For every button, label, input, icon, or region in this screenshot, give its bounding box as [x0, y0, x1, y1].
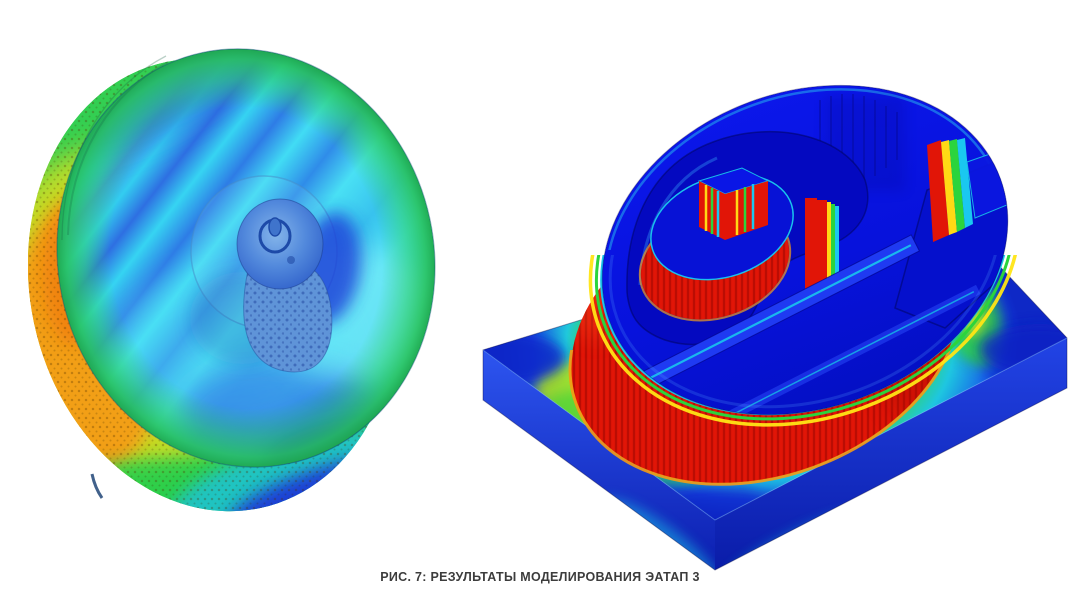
left-simulation-render: [28, 20, 443, 520]
build-plate-left-face: [483, 350, 715, 570]
cube-wall-stripes-right: [735, 184, 755, 235]
probe-tail-mark: [90, 473, 104, 499]
left-simulation-figure: [28, 20, 448, 520]
center-boss-feature: [635, 167, 800, 325]
boss-cylinder-top: [236, 198, 324, 290]
figure-caption: РИС. 7: РЕЗУЛЬТАТЫ МОДЕЛИРОВАНИЯ ЭАТАП 3: [0, 570, 1080, 584]
center-boss: [190, 175, 361, 373]
diagonal-slot: [580, 234, 981, 421]
pocket-wall-stripes: [805, 198, 839, 290]
build-plate-right-face: [715, 338, 1067, 570]
right-simulation-figure: [475, 50, 1075, 590]
disc-rim-lines: [61, 55, 169, 241]
cube-wall-stripes-left: [704, 185, 720, 237]
right-simulation-render: [482, 84, 1068, 571]
figure-caption-text: РИС. 7: РЕЗУЛЬТАТЫ МОДЕЛИРОВАНИЯ ЭАТАП 3: [380, 570, 700, 584]
